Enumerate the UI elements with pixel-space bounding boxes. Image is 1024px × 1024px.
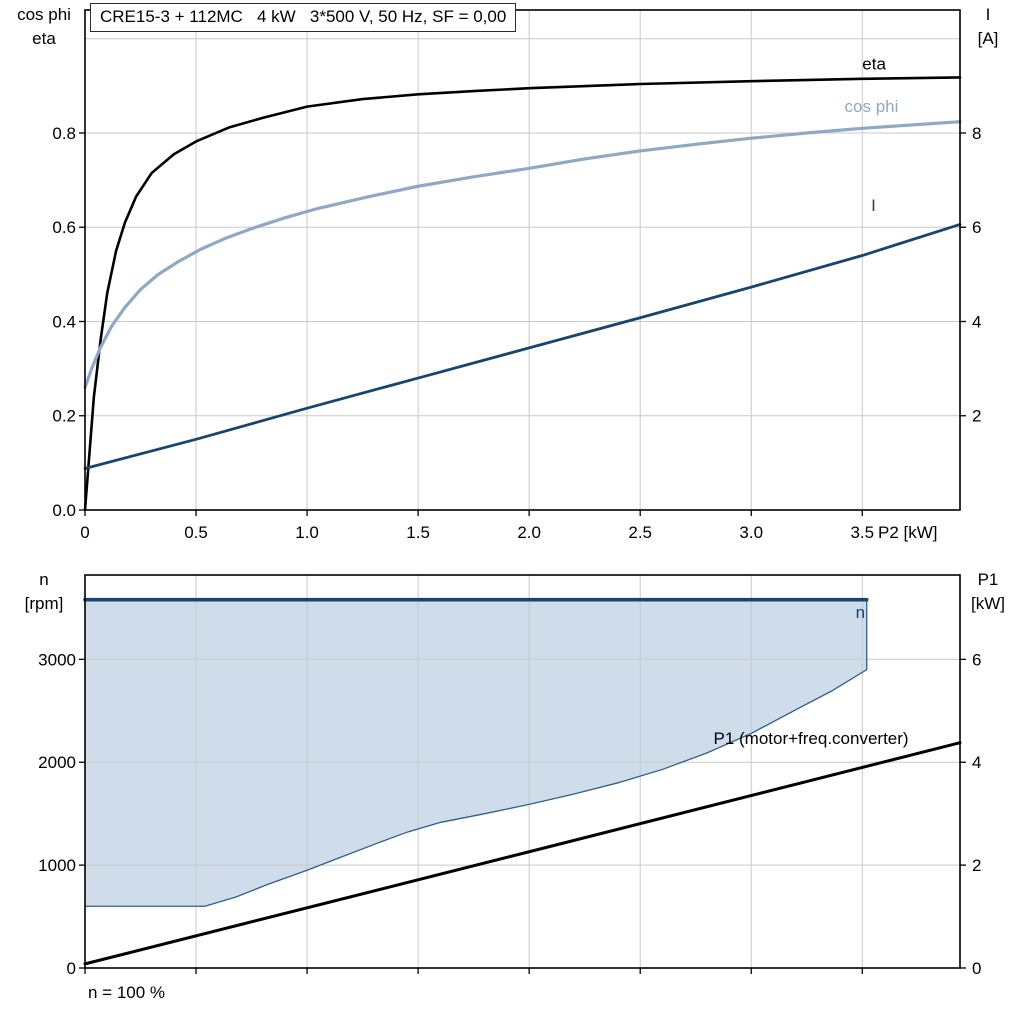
series-curve-eta	[83, 76, 962, 512]
y-tick-label-left: 0.2	[52, 407, 76, 426]
series-label-eta: eta	[862, 54, 886, 73]
series-curve-i	[83, 223, 962, 470]
y-axis-label-left: cos phi	[17, 5, 71, 24]
y-tick-label-right: 6	[972, 650, 981, 669]
y-tick-label-left: 1000	[38, 856, 76, 875]
y-axis-label-right: I	[986, 5, 991, 24]
y-tick-label-left: 3000	[38, 650, 76, 669]
y-tick-label-left: 0.4	[52, 312, 76, 331]
y-tick-label-left: 0.8	[52, 124, 76, 143]
y-tick-label-left: 0	[67, 959, 76, 978]
x-tick-label: 0.5	[184, 523, 208, 542]
plot-frame	[84, 9, 961, 511]
y-tick-label-right: 2	[972, 407, 981, 426]
y-axis-label-left: [rpm]	[25, 594, 64, 613]
series-label-p1: P1 (motor+freq.converter)	[713, 729, 908, 748]
x-tick-label: 2.5	[628, 523, 652, 542]
series-label-n: n	[856, 603, 865, 622]
operating-envelope-edge	[85, 599, 868, 907]
y-axis-label-left: n	[39, 570, 48, 589]
x-tick-label: 0	[80, 523, 89, 542]
speed-footnote: n = 100 %	[88, 983, 165, 1002]
x-axis-label: P2 [kW]	[878, 523, 938, 542]
series-label-i: I	[871, 196, 876, 215]
y-tick-label-left: 0.0	[52, 501, 76, 520]
series-curve-p1	[83, 741, 962, 966]
y-tick-label-right: 6	[972, 218, 981, 237]
x-tick-label: 2.0	[517, 523, 541, 542]
y-tick-label-right: 4	[972, 312, 981, 331]
y-axis-label-right: [A]	[978, 29, 999, 48]
operating-envelope-fill	[85, 599, 867, 907]
y-tick-label-left: 0.6	[52, 218, 76, 237]
y-axis-label-right: P1	[978, 570, 999, 589]
plot-frame	[84, 574, 961, 969]
x-tick-label: 1.5	[406, 523, 430, 542]
x-tick-label: 1.0	[295, 523, 319, 542]
y-axis-label-right: [kW]	[971, 594, 1005, 613]
series-label-cos-phi: cos phi	[845, 97, 899, 116]
y-tick-label-right: 8	[972, 124, 981, 143]
x-tick-label: 3.0	[739, 523, 763, 542]
x-tick-label: 3.5	[850, 523, 874, 542]
chart-title: CRE15-3 + 112MC 4 kW 3*500 V, 50 Hz, SF …	[90, 3, 517, 32]
series-curve-cos-phi	[83, 120, 962, 390]
y-tick-label-right: 2	[972, 856, 981, 875]
y-tick-label-left: 2000	[38, 753, 76, 772]
y-tick-label-right: 0	[972, 959, 981, 978]
y-axis-label-left: eta	[32, 29, 56, 48]
y-tick-label-right: 4	[972, 753, 981, 772]
